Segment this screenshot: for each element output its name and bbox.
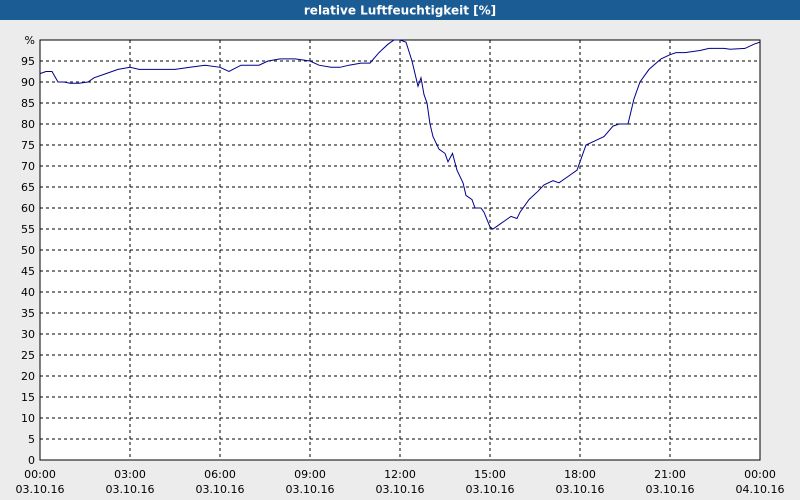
x-tick-label: 21:00 — [654, 468, 686, 481]
x-tick-date: 04.10.16 — [736, 483, 785, 496]
y-tick-label: 75 — [21, 139, 35, 152]
y-tick-label: 25 — [21, 349, 35, 362]
y-tick-label: 85 — [21, 97, 35, 110]
y-tick-label: 70 — [21, 160, 35, 173]
x-tick-label: 18:00 — [564, 468, 596, 481]
y-tick-label: 50 — [21, 244, 35, 257]
y-tick-label: 15 — [21, 391, 35, 404]
x-tick-date: 03.10.16 — [466, 483, 515, 496]
y-tick-label: 30 — [21, 328, 35, 341]
x-tick-label: 00:00 — [24, 468, 56, 481]
y-tick-label: 60 — [21, 202, 35, 215]
x-tick-date: 03.10.16 — [16, 483, 65, 496]
y-tick-label: 10 — [21, 412, 35, 425]
y-tick-label: 35 — [21, 307, 35, 320]
x-tick-date: 03.10.16 — [556, 483, 605, 496]
x-tick-label: 03:00 — [114, 468, 146, 481]
x-tick-label: 15:00 — [474, 468, 506, 481]
x-tick-date: 03.10.16 — [106, 483, 155, 496]
y-tick-label: % — [25, 34, 35, 47]
x-tick-label: 00:00 — [744, 468, 776, 481]
x-tick-date: 03.10.16 — [286, 483, 335, 496]
y-tick-label: 65 — [21, 181, 35, 194]
chart-title: relative Luftfeuchtigkeit [%] — [304, 4, 496, 18]
y-tick-label: 40 — [21, 286, 35, 299]
y-tick-label: 80 — [21, 118, 35, 131]
y-tick-label: 20 — [21, 370, 35, 383]
data-line — [39, 39, 761, 230]
y-tick-label: 45 — [21, 265, 35, 278]
y-tick-label: 90 — [21, 76, 35, 89]
x-tick-label: 06:00 — [204, 468, 236, 481]
y-tick-label: 0 — [28, 454, 35, 467]
y-tick-label: 95 — [21, 55, 35, 68]
x-tick-label: 09:00 — [294, 468, 326, 481]
x-tick-date: 03.10.16 — [376, 483, 425, 496]
y-tick-label: 55 — [21, 223, 35, 236]
x-tick-label: 12:00 — [384, 468, 416, 481]
title-bar — [0, 0, 800, 20]
x-tick-date: 03.10.16 — [196, 483, 245, 496]
y-tick-label: 5 — [28, 433, 35, 446]
x-tick-date: 03.10.16 — [646, 483, 695, 496]
